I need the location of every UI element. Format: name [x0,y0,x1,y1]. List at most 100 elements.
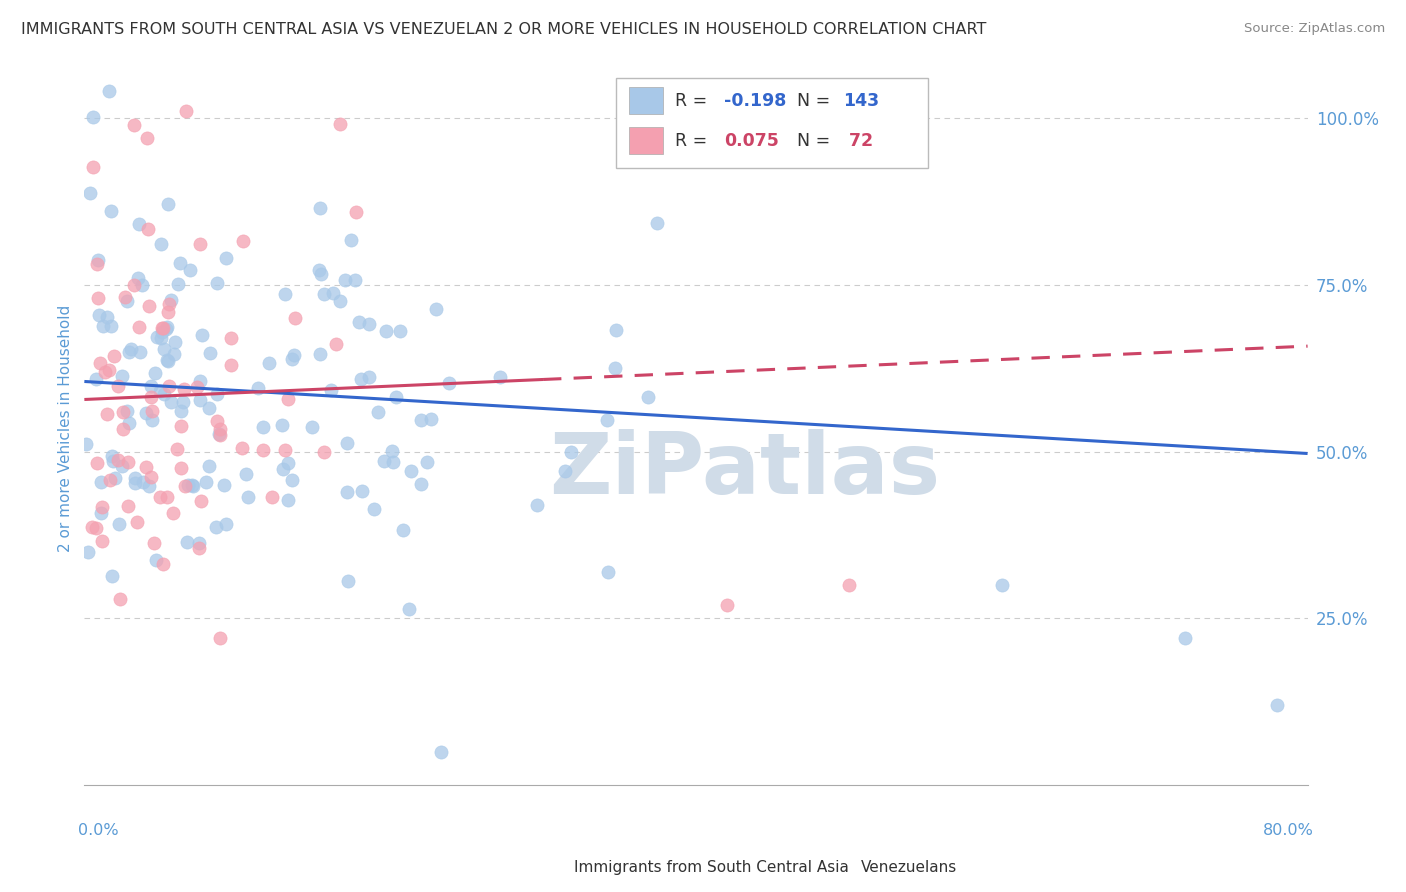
Y-axis label: 2 or more Vehicles in Household: 2 or more Vehicles in Household [58,304,73,552]
Point [399,464,422,478]
Point [149,384,172,398]
Point [340,234,363,248]
Point [188,374,211,388]
Point [204,519,226,533]
Point [173,382,195,396]
Point [838,578,860,592]
Point [124,476,146,491]
Point [152,321,174,335]
Point [352,484,374,499]
Point [96,407,118,421]
Point [274,442,297,457]
Point [381,443,404,458]
Text: 0.075: 0.075 [724,132,779,150]
Point [425,301,447,316]
Point [205,386,228,401]
Point [283,348,305,362]
Point [301,420,323,434]
Point [167,277,190,291]
Point [138,479,160,493]
Point [159,297,181,311]
Text: IMMIGRANTS FROM SOUTH CENTRAL ASIA VS VENEZUELAN 2 OR MORE VEHICLES IN HOUSEHOLD: IMMIGRANTS FROM SOUTH CENTRAL ASIA VS VE… [21,22,987,37]
Point [84,521,107,535]
Point [560,445,582,459]
Point [262,490,284,504]
Point [120,342,142,356]
Point [214,516,236,531]
Point [187,536,209,550]
Point [219,358,242,372]
Point [107,379,129,393]
Point [336,436,359,450]
Point [198,459,221,474]
Point [411,413,433,427]
Text: 80.0%: 80.0% [1263,823,1313,838]
Point [385,390,408,404]
Point [991,578,1014,592]
Point [141,404,163,418]
Point [314,287,336,301]
Point [188,541,211,556]
Point [177,478,200,492]
Point [389,324,412,338]
Point [139,390,162,404]
Point [79,186,101,200]
Point [141,379,163,393]
Point [143,536,166,550]
Point [208,428,231,442]
Point [188,236,211,251]
Point [605,323,627,337]
Point [190,494,212,508]
Point [149,490,172,504]
Point [166,442,188,456]
Point [156,304,179,318]
Point [104,471,127,485]
Point [208,422,231,436]
Point [115,293,138,308]
Point [75,437,97,451]
Point [1265,698,1288,712]
Point [170,404,193,418]
Point [488,370,510,384]
Point [150,326,173,340]
Point [153,386,176,401]
Point [198,401,221,416]
Point [205,276,228,290]
Point [637,390,659,404]
Point [127,271,149,285]
Point [526,499,548,513]
Point [277,456,299,470]
Point [645,215,668,229]
Point [149,236,172,251]
Point [115,404,138,418]
Point [252,442,274,457]
Point [110,458,132,473]
Point [90,533,112,548]
Point [170,418,193,433]
Point [91,318,114,333]
Point [152,342,174,356]
Text: R =: R = [675,132,713,150]
Point [381,455,404,469]
Point [214,251,236,265]
Point [236,491,259,505]
Text: R =: R = [675,92,713,110]
Text: -0.198: -0.198 [724,92,786,110]
Point [135,406,157,420]
Point [141,413,163,427]
Point [333,273,356,287]
Point [176,535,198,549]
Point [162,506,184,520]
Point [200,346,222,360]
Point [363,501,385,516]
Point [122,118,145,132]
Point [101,568,124,582]
Point [117,499,139,513]
Point [219,331,242,345]
Point [118,416,141,430]
Point [146,330,169,344]
Point [312,445,335,459]
Point [367,405,389,419]
Point [190,393,212,408]
Text: N =: N = [797,92,837,110]
